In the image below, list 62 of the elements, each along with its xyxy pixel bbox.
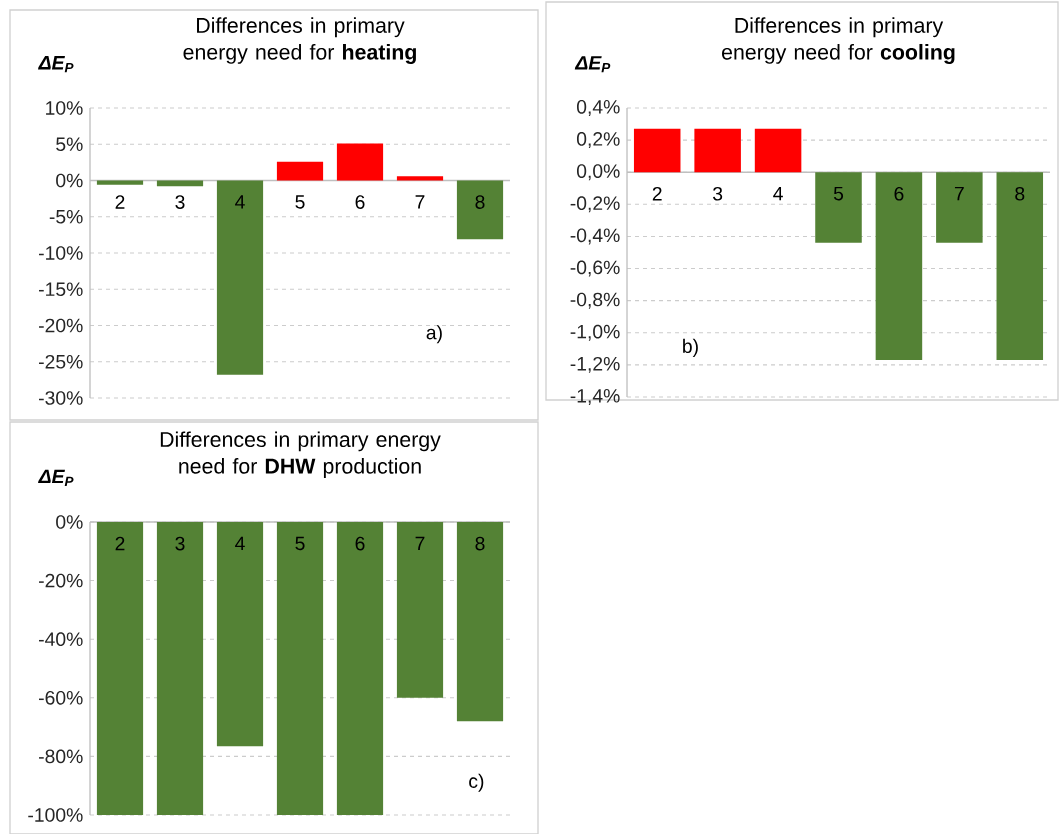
bar [396,176,444,181]
bar [96,180,144,185]
y-tick-label: 0,2% [576,132,620,149]
x-tick-label: 8 [475,536,485,551]
x-tick-label: 6 [894,186,904,201]
y-tick-label: -0,6% [570,260,620,277]
y-tick-label: -15% [39,282,83,297]
y-axis-title: ΔE$_{P}$ [38,469,74,486]
x-tick-label: 2 [115,195,125,209]
y-tick-label: -1,4% [570,389,620,405]
x-tick-label: 7 [415,195,425,209]
x-tick-label: 7 [954,186,964,201]
y-tick-label: -80% [39,749,83,764]
bar [336,143,384,181]
y-tick-label: -0,2% [570,196,620,213]
x-tick-label: 5 [295,195,305,209]
x-tick-label: 3 [175,195,185,209]
x-tick-label: 4 [235,195,245,209]
y-tick-label: 0% [56,515,83,529]
x-tick-label: 5 [295,536,305,551]
y-tick-label: -20% [39,573,83,588]
x-tick-label: 3 [713,186,723,201]
chart-title: Differences in primary energy need for cooling [722,17,955,64]
x-tick-label: 6 [355,536,365,551]
bar [456,180,504,240]
annotation: c) [469,773,484,792]
y-tick-label: -1,0% [570,324,620,341]
x-tick-label: 2 [115,536,125,551]
bar [276,161,324,181]
x-tick-label: 3 [175,536,185,551]
y-tick-label: -100% [28,808,83,822]
y-tick-label: -60% [39,690,83,705]
y-tick-label: -25% [39,354,83,369]
x-tick-label: 8 [1015,186,1025,201]
y-tick-label: 0% [56,173,83,188]
x-tick-label: 2 [652,186,662,201]
y-axis-title: ΔE$_{P}$ [38,56,74,73]
y-tick-label: 0,0% [576,164,620,181]
y-tick-label: -0,8% [570,292,620,309]
bar [216,180,264,375]
x-tick-label: 4 [773,186,783,201]
annotation: a) [426,325,442,344]
bar [156,180,204,187]
chart-title: Differences in primary energy need for heating [183,17,416,64]
y-tick-label: -40% [39,632,83,647]
x-tick-label: 4 [235,536,245,550]
y-tick-label: -0,4% [570,228,620,245]
y-tick-label: 5% [56,137,83,152]
y-tick-label: 10% [46,101,83,115]
y-tick-label: 0,4% [576,99,620,116]
x-tick-label: 7 [415,536,425,550]
x-tick-label: 5 [833,186,844,201]
y-tick-label: -30% [39,391,83,405]
x-tick-label: 8 [475,195,485,209]
y-tick-label: -10% [39,246,83,260]
x-tick-label: 6 [355,195,365,209]
annotation: b) [683,338,698,357]
chart-title: Differences in primary energy need for DHW production [160,431,441,478]
y-tick-label: -20% [39,318,83,333]
y-tick-label: -5% [49,209,83,224]
y-axis-title: ΔE$_{P}$ [574,56,611,73]
y-tick-label: -1,2% [570,356,620,373]
